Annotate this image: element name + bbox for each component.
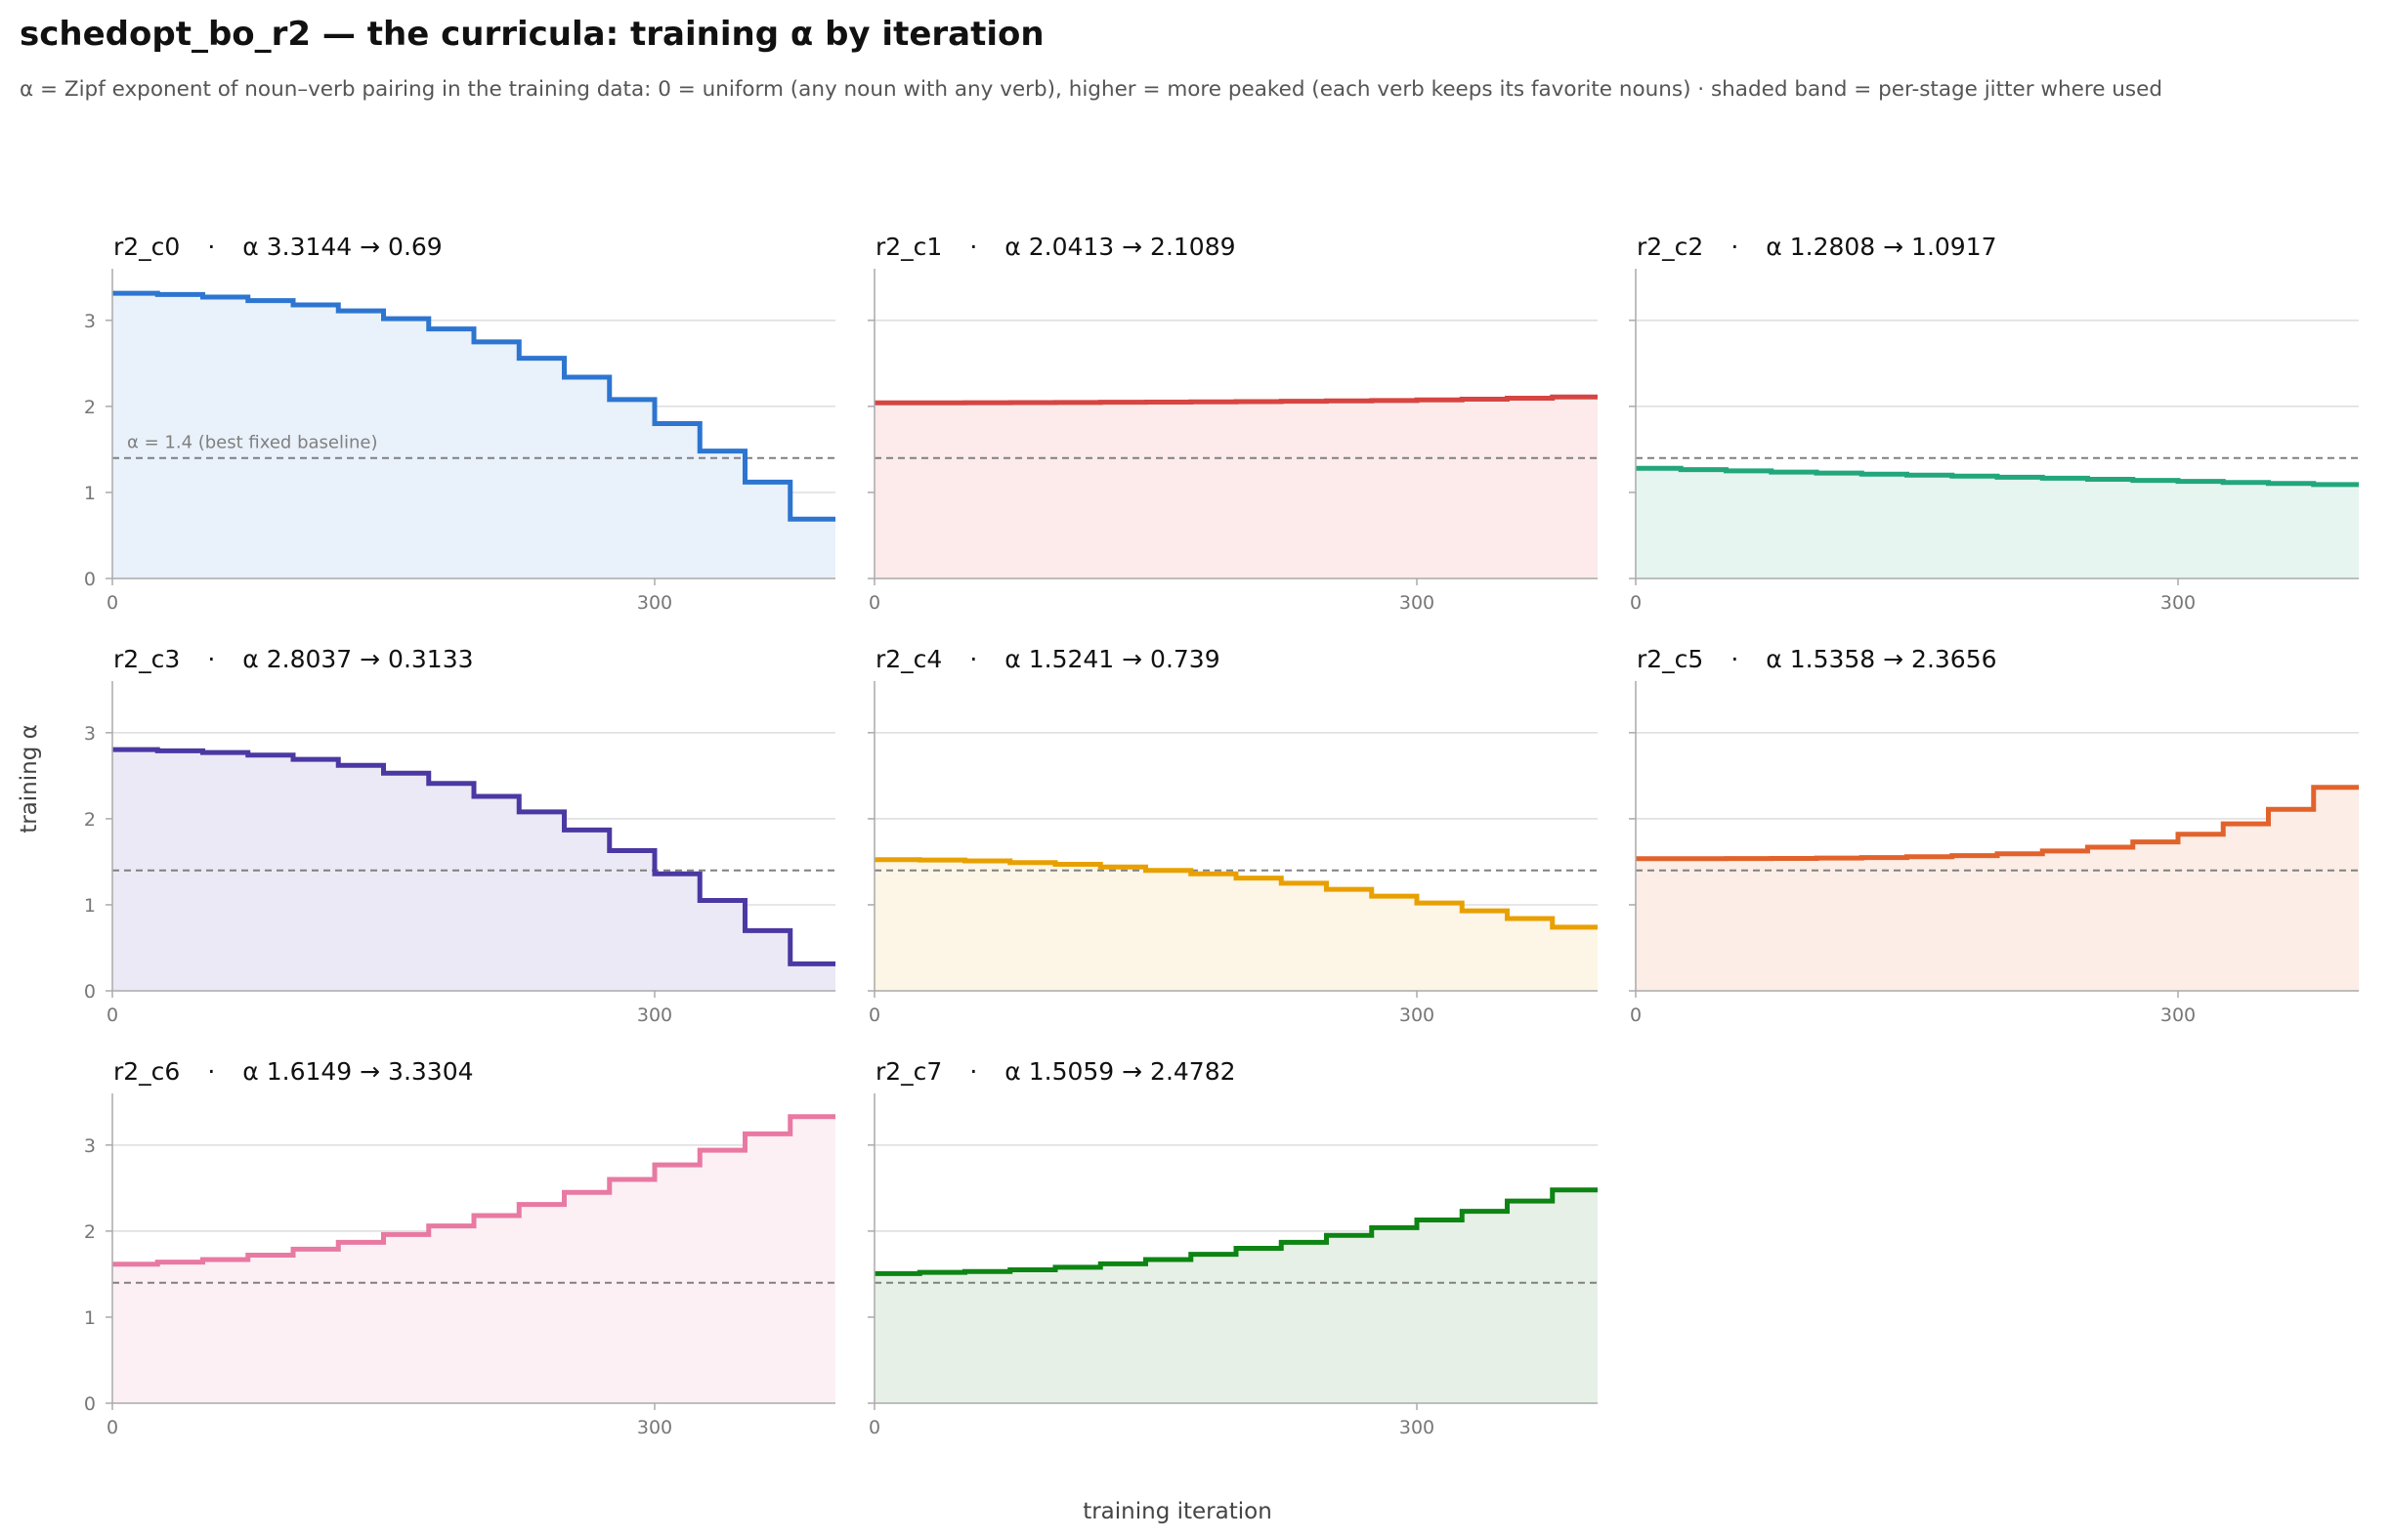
y-tick-label: 3 bbox=[84, 723, 96, 745]
x-tick-label: 300 bbox=[1399, 592, 1434, 614]
y-tick-label: 0 bbox=[84, 981, 96, 1003]
y-tick-label: 0 bbox=[84, 1393, 96, 1415]
x-tick-label: 300 bbox=[2160, 1005, 2196, 1026]
x-axis-label: training iteration bbox=[1083, 1499, 1272, 1524]
x-tick-label: 0 bbox=[869, 1417, 880, 1438]
subplot-title-separator: · bbox=[969, 233, 977, 261]
subplot-title-name: r2_c5 bbox=[1637, 645, 1703, 673]
subplot-title-name: r2_c4 bbox=[876, 645, 942, 673]
y-tick-label: 0 bbox=[84, 569, 96, 590]
subplot-title-formula: α 2.8037 → 0.3133 bbox=[242, 645, 473, 673]
y-tick-label: 3 bbox=[84, 1135, 96, 1157]
x-tick-label: 0 bbox=[107, 1005, 118, 1026]
x-tick-label: 0 bbox=[869, 1005, 880, 1026]
subplot-title: r2_c6 · α 1.6149 → 3.3304 bbox=[113, 1057, 474, 1086]
area-fill-r2_c5 bbox=[1636, 787, 2359, 991]
x-tick-label: 300 bbox=[637, 1005, 672, 1026]
x-tick-label: 0 bbox=[1630, 592, 1642, 614]
subplot-title: r2_c2 · α 1.2808 → 1.0917 bbox=[1637, 233, 1997, 261]
x-tick-label: 0 bbox=[107, 1417, 118, 1438]
subplot-title-formula: α 1.5358 → 2.3656 bbox=[1766, 645, 1996, 673]
subplot-r2_c3: 0 1 2 3 0 300 r2_c3 · α 2.8037 → 0.3133 bbox=[84, 645, 835, 1026]
subplot-title-name: r2_c1 bbox=[876, 233, 942, 261]
y-axis-label: training α bbox=[17, 724, 42, 834]
x-tick-label: 300 bbox=[1399, 1005, 1434, 1026]
subplot-r2_c4: 0 300 r2_c4 · α 1.5241 → 0.739 bbox=[868, 645, 1598, 1026]
series-line-r2_c3 bbox=[112, 747, 835, 966]
subplot-title-separator: · bbox=[207, 645, 215, 673]
subplot-title-separator: · bbox=[969, 1057, 977, 1086]
subplot-title-name: r2_c3 bbox=[113, 645, 180, 673]
y-tick-label: 2 bbox=[84, 1221, 96, 1243]
subplot-title-name: r2_c7 bbox=[876, 1057, 942, 1086]
y-tick-label: 1 bbox=[84, 895, 96, 917]
subplot-r2_c0: α = 1.4 (best fixed baseline) 0 1 2 3 0 300 r2_… bbox=[84, 233, 835, 614]
series-line-r2_c4 bbox=[875, 857, 1598, 930]
area-fill-r2_c6 bbox=[112, 1116, 835, 1403]
subplot-title-separator: · bbox=[969, 645, 977, 673]
subplot-title: r2_c3 · α 2.8037 → 0.3133 bbox=[113, 645, 474, 673]
x-tick-label: 0 bbox=[107, 592, 118, 614]
subplot-r2_c6: 0 1 2 3 0 300 r2_c6 · α 1.6149 → 3.3304 bbox=[84, 1057, 835, 1438]
x-tick-label: 300 bbox=[2160, 592, 2196, 614]
subplot-title-separator: · bbox=[1730, 233, 1738, 261]
subplot-title-separator: · bbox=[207, 233, 215, 261]
x-tick-label: 300 bbox=[637, 1417, 672, 1438]
figure-subtitle: α = Zipf exponent of noun–verb pairing i… bbox=[20, 77, 2162, 102]
subplot-title-formula: α 2.0413 → 2.1089 bbox=[1004, 233, 1235, 261]
area-fill-r2_c2 bbox=[1636, 468, 2359, 578]
series-line-r2_c2 bbox=[1636, 465, 2359, 488]
subplot-title: r2_c0 · α 3.3144 → 0.69 bbox=[113, 233, 443, 261]
subplot-title-formula: α 1.6149 → 3.3304 bbox=[242, 1057, 473, 1086]
figure-title: schedopt_bo_r2 — the curricula: training… bbox=[20, 15, 1045, 54]
y-tick-label: 2 bbox=[84, 397, 96, 418]
x-tick-label: 0 bbox=[869, 592, 880, 614]
baseline-label: α = 1.4 (best fixed baseline) bbox=[127, 433, 378, 453]
subplot-title: r2_c5 · α 1.5358 → 2.3656 bbox=[1637, 645, 1997, 673]
subplot-title-formula: α 1.5241 → 0.739 bbox=[1004, 645, 1219, 673]
x-tick-label: 0 bbox=[1630, 1005, 1642, 1026]
series-line-r2_c7 bbox=[875, 1187, 1598, 1276]
subplot-title: r2_c1 · α 2.0413 → 2.1089 bbox=[876, 233, 1236, 261]
series-line-r2_c1 bbox=[875, 394, 1598, 406]
subplot-title-formula: α 1.5059 → 2.4782 bbox=[1004, 1057, 1235, 1086]
y-tick-label: 1 bbox=[84, 1307, 96, 1329]
subplot-title-name: r2_c6 bbox=[113, 1057, 180, 1086]
subplot-r2_c1: 0 300 r2_c1 · α 2.0413 → 2.1089 bbox=[868, 233, 1598, 614]
subplot-title-separator: · bbox=[207, 1057, 215, 1086]
subplot-r2_c5: 0 300 r2_c5 · α 1.5358 → 2.3656 bbox=[1629, 645, 2359, 1026]
area-fill-r2_c0 bbox=[112, 293, 835, 578]
area-fill-r2_c1 bbox=[875, 397, 1598, 578]
x-tick-label: 300 bbox=[1399, 1417, 1434, 1438]
series-line-r2_c0 bbox=[112, 290, 835, 522]
y-tick-label: 2 bbox=[84, 809, 96, 831]
area-fill-r2_c7 bbox=[875, 1189, 1598, 1403]
y-tick-label: 1 bbox=[84, 483, 96, 504]
subplot-r2_c2: 0 300 r2_c2 · α 1.2808 → 1.0917 bbox=[1629, 233, 2359, 614]
subplot-title-separator: · bbox=[1730, 645, 1738, 673]
subplot-title-name: r2_c0 bbox=[113, 233, 180, 261]
subplot-title: r2_c4 · α 1.5241 → 0.739 bbox=[876, 645, 1220, 673]
subplot-title-name: r2_c2 bbox=[1637, 233, 1703, 261]
subplot-r2_c7: 0 300 r2_c7 · α 1.5059 → 2.4782 bbox=[868, 1057, 1598, 1438]
x-tick-label: 300 bbox=[637, 592, 672, 614]
subplot-title-formula: α 3.3144 → 0.69 bbox=[242, 233, 442, 261]
subplot-title-formula: α 1.2808 → 1.0917 bbox=[1766, 233, 1996, 261]
series-line-r2_c6 bbox=[112, 1114, 835, 1267]
series-line-r2_c5 bbox=[1636, 785, 2359, 862]
subplot-title: r2_c7 · α 1.5059 → 2.4782 bbox=[876, 1057, 1236, 1086]
area-fill-r2_c3 bbox=[112, 749, 835, 991]
area-fill-r2_c4 bbox=[875, 859, 1598, 991]
y-tick-label: 3 bbox=[84, 311, 96, 332]
